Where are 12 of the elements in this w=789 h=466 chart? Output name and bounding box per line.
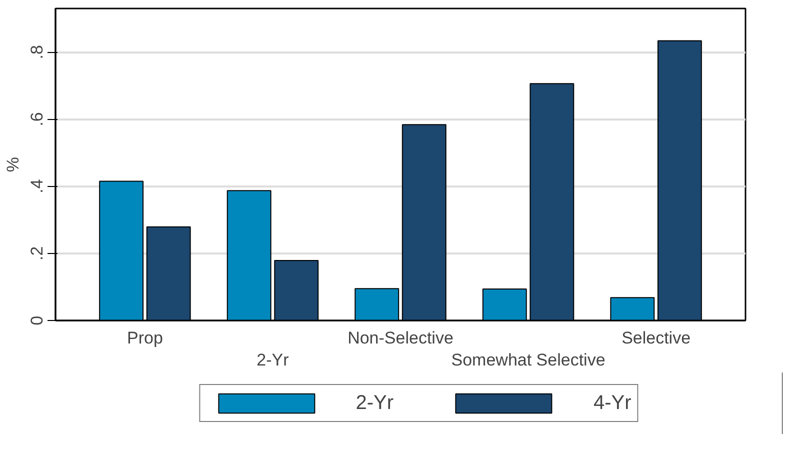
legend-label: 4-Yr (594, 392, 632, 414)
y-tick-label: 0 (28, 316, 46, 326)
y-tick-label: .6 (28, 112, 46, 126)
y-tick-label: .2 (28, 246, 46, 260)
legend-label: 2-Yr (356, 392, 394, 414)
x-tick-label: Selective (622, 328, 691, 348)
x-tick-label: Somewhat Selective (451, 350, 606, 370)
y-axis-title: % (4, 156, 22, 172)
x-tick-label: Prop (126, 328, 163, 348)
y-tick-label: .8 (28, 45, 46, 60)
y-tick-label: .4 (28, 179, 46, 194)
x-tick-label: Non-Selective (348, 328, 454, 348)
